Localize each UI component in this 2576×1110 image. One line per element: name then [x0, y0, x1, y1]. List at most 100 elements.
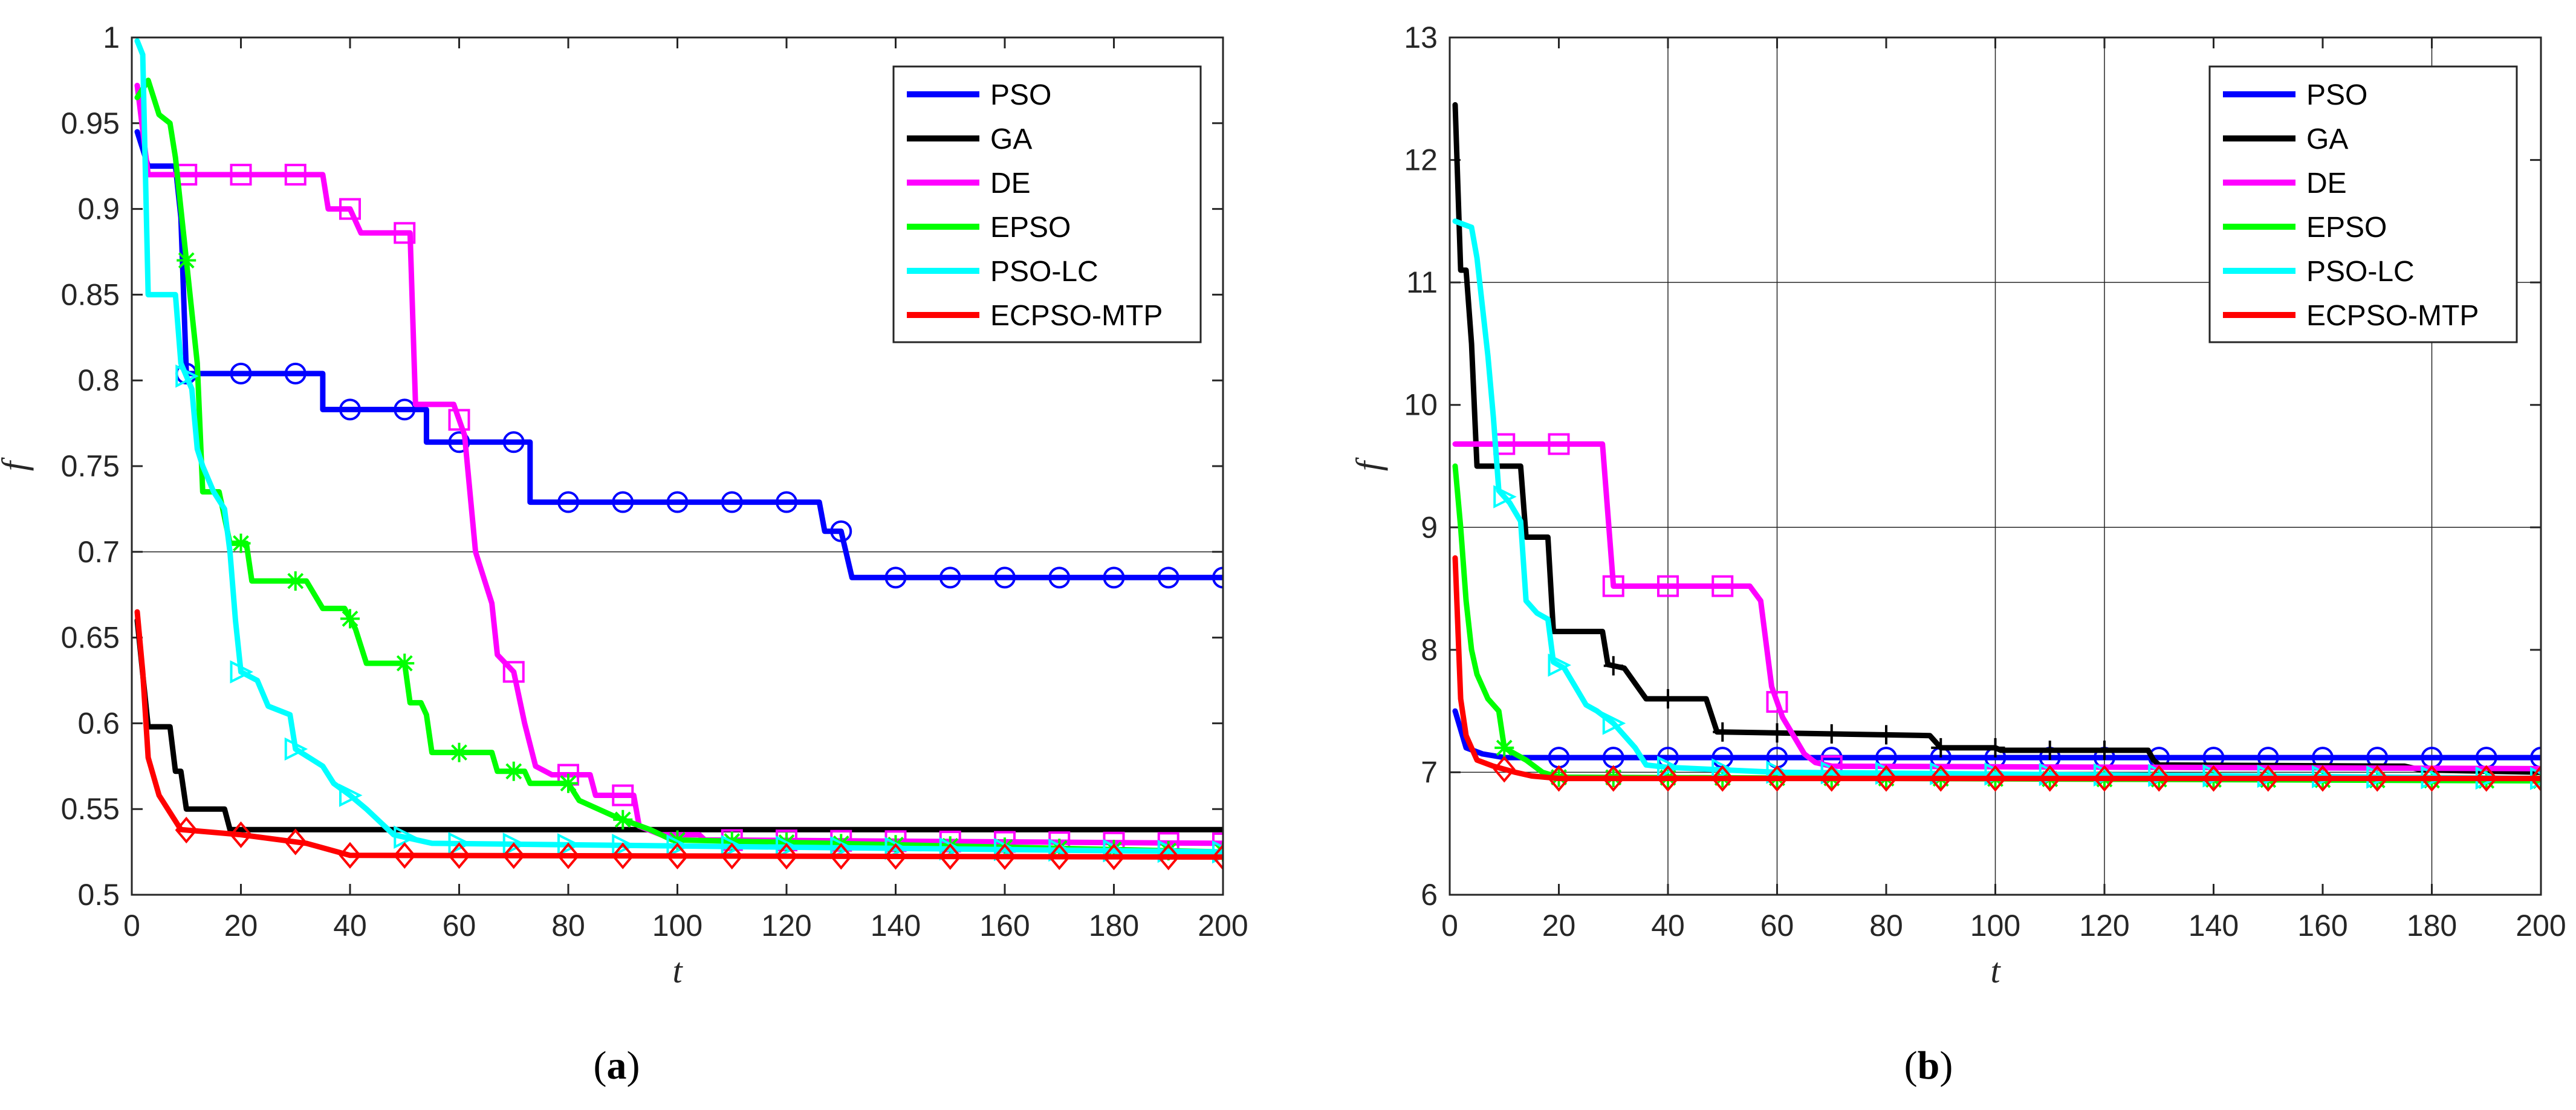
panel-a-marker-pso [994, 566, 1016, 589]
panel-b-series-layer [1452, 102, 2541, 792]
panel-b-marker-ga [2040, 740, 2060, 760]
panel-a-marker-pso-lc [394, 825, 417, 849]
panel-b-y-axis-label: f [1349, 457, 1388, 471]
panel-a-marker-pso-lc [284, 737, 308, 761]
panel-b-marker-de [1766, 690, 1788, 713]
panel-b-x-tick-label: 160 [2297, 909, 2347, 943]
panel-b-marker-de [1711, 575, 1734, 597]
panel-a-marker-pso [1212, 566, 1223, 589]
panel-b-legend-box [2208, 65, 2518, 343]
panel-a-x-tick-label: 120 [761, 909, 811, 943]
panel-a-marker-ecpso-mtp [884, 843, 907, 870]
panel-b-y-tick-label: 11 [1406, 265, 1438, 299]
panel-a-marker-epso [559, 773, 578, 793]
panel-a-marker-ecpso-mtp [393, 842, 416, 869]
panel-a-marker-ecpso-mtp [557, 842, 580, 869]
panel-a-marker-ecpso-mtp [721, 842, 744, 870]
panel-b-marker-ecpso-mtp [1765, 765, 1789, 792]
panel-b-marker-ga [1985, 738, 2005, 758]
panel-b-x-tick-label: 0 [1441, 909, 1458, 943]
panel-a-marker-pso-lc [666, 834, 690, 858]
panel-b-marker-pso-lc [1657, 756, 1681, 779]
panel-b-marker-ga [1658, 689, 1678, 709]
panel-a-marker-pso-lc [612, 834, 635, 857]
panel-b-marker-ecpso-mtp [1493, 756, 1516, 783]
panel-a-marker-ecpso-mtp [939, 843, 962, 870]
panel-a-marker-pso [448, 431, 470, 453]
panel-a-marker-epso [395, 654, 415, 673]
panel-b-x-tick-label: 100 [1970, 909, 2020, 943]
panel-b-caption: (b) [1904, 1043, 1953, 1088]
panel-a-marker-ecpso-mtp [1157, 843, 1180, 871]
panel-a-y-tick-label: 0.55 [61, 792, 120, 826]
panel-b-marker-pso-lc [1493, 485, 1517, 508]
panel-b-marker-de [1657, 575, 1679, 597]
panel-a-x-tick-label: 0 [123, 909, 140, 943]
panel-b-legend-label-pso: PSO [2306, 79, 2367, 111]
panel-b-marker-ecpso-mtp [2147, 765, 2170, 792]
panel-b-marker-ecpso-mtp [1984, 765, 2007, 792]
panel-a-marker-epso [340, 609, 360, 629]
panel-b-marker-ecpso-mtp [1820, 765, 1843, 792]
panel-a-x-tick-label: 200 [1198, 909, 1248, 943]
panel-a-marker-pso [1157, 566, 1179, 589]
panel-b-marker-ecpso-mtp [2366, 765, 2389, 792]
panel-a-marker-pso [884, 566, 907, 589]
panel-b-x-tick-label: 200 [2516, 909, 2566, 943]
panel-a-marker-ecpso-mtp [666, 842, 689, 869]
panel-b-legend-label-de: DE [2306, 167, 2347, 200]
panel-a-x-tick-label: 100 [652, 909, 702, 943]
panel-b-x-tick-label: 40 [1651, 909, 1685, 943]
panel-a-x-tick-label: 140 [871, 909, 921, 943]
panel-b-x-tick-label: 20 [1542, 909, 1576, 943]
panel-b-x-tick-label: 80 [1869, 909, 1903, 943]
panel-a-marker-pso [557, 491, 579, 513]
panel-b-x-axis-label: t [1990, 951, 2001, 990]
panel-a-legend-label-ecpso-mtp: ECPSO-MTP [990, 300, 1163, 332]
panel-a-marker-de [339, 198, 361, 220]
panel-a-marker-pso-lc [502, 832, 527, 856]
panel-b-x-tick-label: 120 [2079, 909, 2129, 943]
panel-a-marker-pso [666, 491, 689, 513]
panel-b-legend-label-ga: GA [2306, 123, 2348, 155]
panel-a-y-tick-label: 0.9 [77, 192, 120, 226]
panel-a-marker-pso [612, 491, 634, 513]
panel-a-y-tick-label: 0.5 [77, 878, 120, 912]
panel-a-marker-ecpso-mtp [502, 842, 525, 869]
panel-b-marker-ecpso-mtp [1711, 765, 1734, 792]
panel-a-x-axis-label: t [672, 951, 683, 990]
panel-b-series-line-pso-lc [1452, 218, 2541, 782]
panel-a-marker-de [284, 163, 307, 186]
panel-a-legend-label-pso-lc: PSO-LC [990, 256, 1098, 288]
panel-b-marker-ga [1603, 656, 1623, 676]
panel-a-marker-ecpso-mtp [229, 821, 253, 848]
panel-a-marker-ecpso-mtp [339, 842, 362, 869]
panel-a-marker-pso-lc [830, 836, 854, 860]
panel-b-marker-epso [1494, 738, 1514, 758]
panel-b-x-tick-label: 60 [1760, 909, 1794, 943]
panel-a-marker-pso [776, 491, 797, 513]
panel-a-marker-de [502, 661, 525, 683]
panel-b-y-tick-label: 13 [1404, 21, 1438, 54]
panel-a-marker-pso [502, 431, 525, 453]
panel-a-marker-pso [339, 398, 361, 421]
panel-a-legend-label-epso: EPSO [990, 212, 1071, 244]
panel-b-marker-de [1602, 575, 1624, 597]
panel-a-marker-pso-lc [721, 835, 745, 858]
panel-b-marker-ecpso-mtp [2475, 765, 2498, 792]
panel-a-marker-epso [231, 533, 251, 553]
panel-b-series-line-ga [1452, 102, 2541, 775]
panel-a-series-line-ga [134, 617, 1223, 832]
panel-a-marker-pso-lc [230, 660, 253, 684]
panel-b-marker-ecpso-mtp [1547, 765, 1571, 792]
panel-a-marker-epso [285, 571, 305, 591]
panel-a-y-tick-label: 0.95 [61, 106, 120, 140]
panel-a-legend-label-de: DE [990, 167, 1031, 200]
panel-a-x-tick-label: 160 [979, 909, 1030, 943]
panel-a-marker-de [612, 784, 634, 807]
panel-a-marker-de [448, 409, 470, 431]
panel-a-marker-pso-lc [448, 832, 472, 855]
panel-b-marker-ecpso-mtp [2529, 765, 2541, 792]
panel-b-marker-ga [1767, 723, 1787, 743]
